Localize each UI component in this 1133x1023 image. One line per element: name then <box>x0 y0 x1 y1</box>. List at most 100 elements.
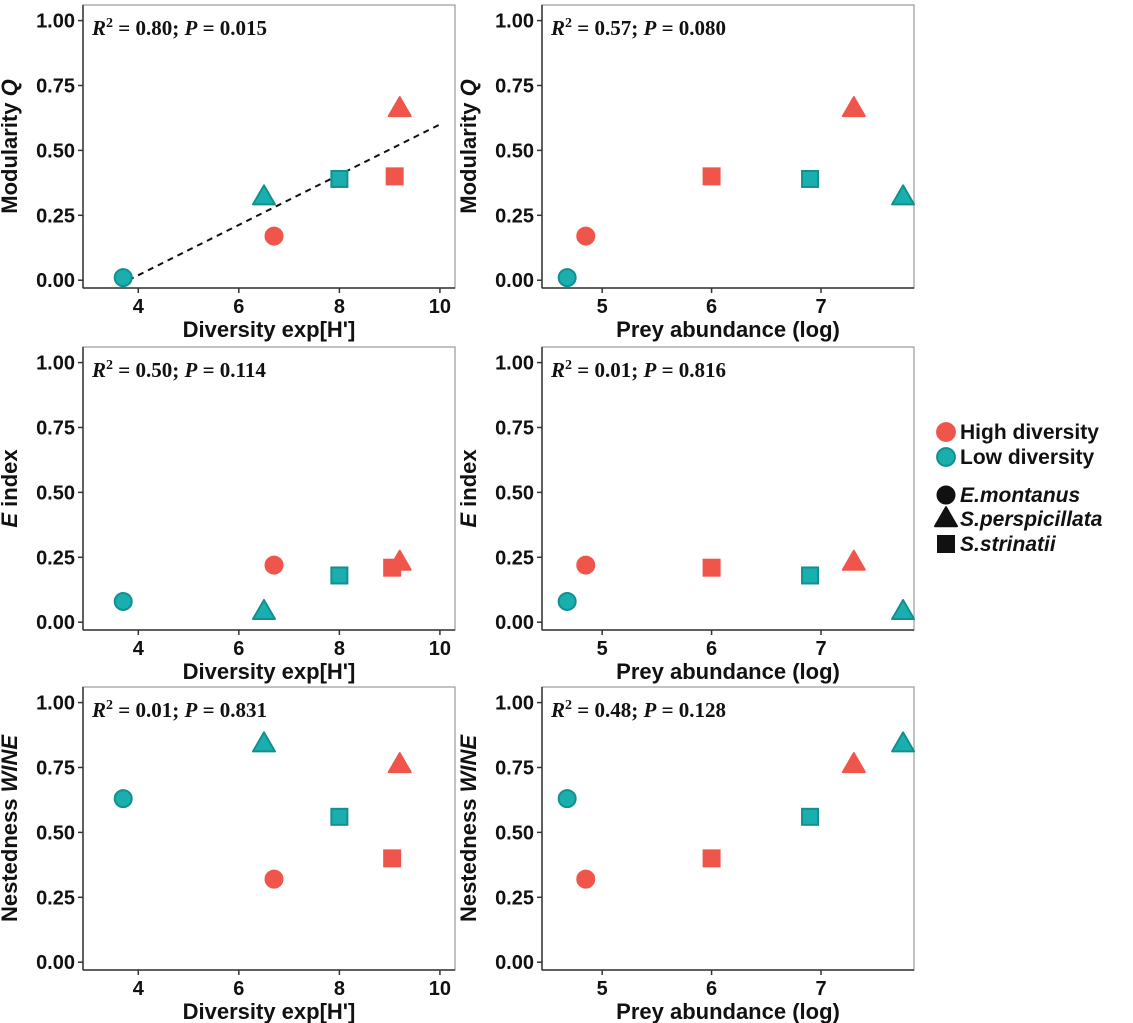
data-point-low-circle <box>113 789 133 809</box>
data-point-high-circle <box>576 869 596 889</box>
y-axis-label: Modularity Q <box>0 79 22 213</box>
data-point-high-circle <box>576 555 596 575</box>
x-tick-label: 4 <box>133 296 145 318</box>
y-tick-label: 0.50 <box>495 482 534 504</box>
y-tick-label: 0.00 <box>495 612 534 634</box>
y-tick-label: 0.50 <box>36 140 75 162</box>
x-tick-label: 5 <box>597 296 608 318</box>
panel-frame <box>541 686 915 971</box>
data-point-low-circle <box>113 591 133 611</box>
data-point-high-circle <box>264 555 284 575</box>
x-tick-label: 6 <box>233 296 244 318</box>
data-point-low-square <box>330 169 349 188</box>
data-point-low-circle <box>113 268 133 288</box>
legend-label-low: Low diversity <box>960 446 1095 469</box>
panel-frame <box>82 4 456 289</box>
data-point-high-triangle <box>841 549 866 571</box>
x-tick-label: 6 <box>233 638 244 660</box>
x-tick-label: 5 <box>597 638 608 660</box>
legend-marker-circle <box>936 485 956 505</box>
data-point-high-square <box>702 167 721 186</box>
data-point-high-square <box>702 849 721 868</box>
y-tick-label: 1.00 <box>495 353 534 375</box>
y-tick-label: 1.00 <box>495 693 534 715</box>
y-tick-label: 0.75 <box>36 417 75 439</box>
y-tick-label: 0.00 <box>495 952 534 974</box>
legend-label-high: High diversity <box>960 421 1099 444</box>
x-tick-label: 7 <box>815 638 826 660</box>
panel-frame <box>541 4 915 289</box>
data-point-low-circle <box>557 268 577 288</box>
y-tick-label: 1.00 <box>495 11 534 33</box>
y-tick-label: 0.25 <box>36 205 75 227</box>
legend-marker-high <box>936 422 956 442</box>
y-tick-label: 0.25 <box>36 887 75 909</box>
data-point-high-circle <box>264 869 284 889</box>
legend-label-circle: E.montanus <box>960 484 1080 507</box>
x-tick-label: 10 <box>429 296 451 318</box>
data-point-low-square <box>330 807 349 826</box>
x-tick-label: 4 <box>133 978 145 1000</box>
y-tick-label: 0.75 <box>36 75 75 97</box>
y-tick-label: 1.00 <box>36 353 75 375</box>
x-axis-label: Diversity exp[H'] <box>183 659 356 684</box>
legend-label-triangle: S.perspicillata <box>960 508 1103 531</box>
x-tick-label: 8 <box>334 978 345 1000</box>
x-tick-label: 7 <box>815 978 826 1000</box>
data-point-low-square <box>801 807 820 826</box>
y-axis-label: Nestedness WINE <box>456 734 481 922</box>
x-axis-label: Prey abundance (log) <box>616 659 840 684</box>
x-axis-label: Diversity exp[H'] <box>183 317 356 342</box>
y-axis-label: Modularity Q <box>456 79 481 213</box>
data-point-low-triangle <box>891 184 916 206</box>
panel-frame <box>82 346 456 631</box>
data-point-low-circle <box>557 591 577 611</box>
y-tick-label: 0.75 <box>36 757 75 779</box>
data-point-low-circle <box>557 789 577 809</box>
y-tick-label: 0.25 <box>36 547 75 569</box>
data-point-low-triangle <box>251 731 276 753</box>
x-tick-label: 6 <box>706 978 717 1000</box>
y-tick-label: 0.75 <box>495 75 534 97</box>
y-axis-label: Nestedness WINE <box>0 734 22 922</box>
y-tick-label: 0.00 <box>495 270 534 292</box>
data-point-low-square <box>801 566 820 585</box>
stat-annotation: R2 = 0.57; P = 0.080 <box>550 16 726 40</box>
legend-label-square: S.strinatii <box>960 533 1057 556</box>
y-tick-label: 1.00 <box>36 693 75 715</box>
panel-nestedness-diversity: 0.00 0.25 0.50 0.75 1.00 4 6 8 10 Diversity exp[H… <box>0 686 456 1023</box>
data-point-high-square <box>385 167 404 186</box>
data-point-high-triangle <box>387 752 412 774</box>
data-point-high-triangle <box>841 96 866 118</box>
data-point-low-triangle <box>251 184 276 206</box>
y-tick-label: 0.25 <box>495 547 534 569</box>
data-point-high-square <box>383 849 402 868</box>
data-point-high-triangle <box>841 752 866 774</box>
x-axis-label: Prey abundance (log) <box>616 317 840 342</box>
x-tick-label: 8 <box>334 296 345 318</box>
y-tick-label: 0.00 <box>36 952 75 974</box>
legend-marker-square <box>937 535 955 553</box>
x-axis-label: Prey abundance (log) <box>616 999 840 1023</box>
y-tick-label: 0.50 <box>495 822 534 844</box>
y-tick-label: 0.50 <box>36 482 75 504</box>
x-tick-label: 10 <box>429 978 451 1000</box>
y-axis-label: E index <box>0 449 22 528</box>
x-tick-label: 8 <box>334 638 345 660</box>
data-point-high-square <box>702 558 721 577</box>
y-tick-label: 1.00 <box>36 11 75 33</box>
data-point-low-square <box>801 169 820 188</box>
data-point-high-square <box>383 558 402 577</box>
y-tick-label: 0.75 <box>495 757 534 779</box>
y-tick-label: 0.50 <box>495 140 534 162</box>
y-tick-label: 0.50 <box>36 822 75 844</box>
panel-modularity-diversity: 0.00 0.25 0.50 0.75 1.00 4 6 8 10 Diversity exp[H… <box>0 4 456 342</box>
x-tick-label: 6 <box>706 296 717 318</box>
y-tick-label: 0.00 <box>36 612 75 634</box>
y-axis-label: E index <box>456 449 481 528</box>
panel-frame <box>541 346 915 631</box>
y-tick-label: 0.25 <box>495 205 534 227</box>
